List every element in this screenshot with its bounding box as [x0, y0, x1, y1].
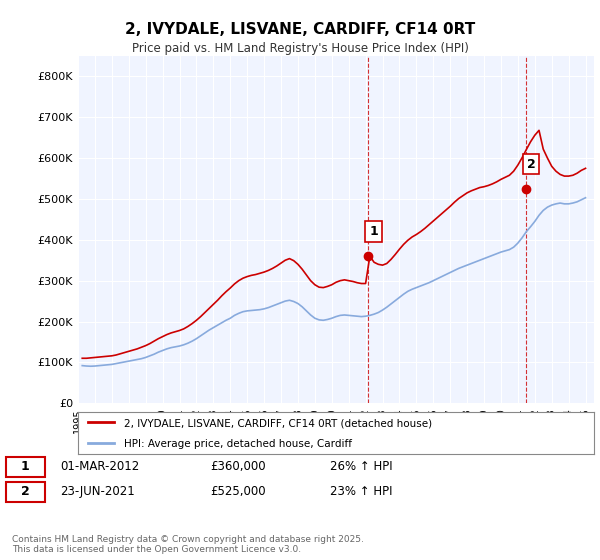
Text: 01-MAR-2012: 01-MAR-2012 — [60, 460, 139, 473]
Text: HPI: Average price, detached house, Cardiff: HPI: Average price, detached house, Card… — [124, 440, 352, 449]
Text: 2, IVYDALE, LISVANE, CARDIFF, CF14 0RT (detached house): 2, IVYDALE, LISVANE, CARDIFF, CF14 0RT (… — [124, 418, 433, 428]
Text: Contains HM Land Registry data © Crown copyright and database right 2025.
This d: Contains HM Land Registry data © Crown c… — [12, 535, 364, 554]
Text: 2: 2 — [527, 158, 535, 171]
Text: 2: 2 — [21, 486, 29, 498]
FancyBboxPatch shape — [6, 456, 45, 477]
Text: 1: 1 — [369, 225, 378, 238]
Text: £525,000: £525,000 — [210, 486, 266, 498]
Text: 2, IVYDALE, LISVANE, CARDIFF, CF14 0RT: 2, IVYDALE, LISVANE, CARDIFF, CF14 0RT — [125, 22, 475, 38]
Text: 23% ↑ HPI: 23% ↑ HPI — [330, 486, 392, 498]
FancyBboxPatch shape — [6, 482, 45, 502]
Text: 1: 1 — [21, 460, 29, 473]
Text: Price paid vs. HM Land Registry's House Price Index (HPI): Price paid vs. HM Land Registry's House … — [131, 42, 469, 55]
Text: 23-JUN-2021: 23-JUN-2021 — [60, 486, 135, 498]
Text: 26% ↑ HPI: 26% ↑ HPI — [330, 460, 392, 473]
Text: £360,000: £360,000 — [210, 460, 266, 473]
